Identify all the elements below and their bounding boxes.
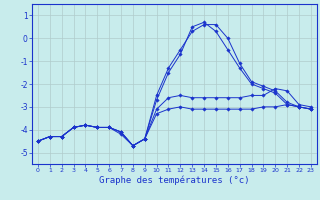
X-axis label: Graphe des températures (°c): Graphe des températures (°c) bbox=[99, 176, 250, 185]
